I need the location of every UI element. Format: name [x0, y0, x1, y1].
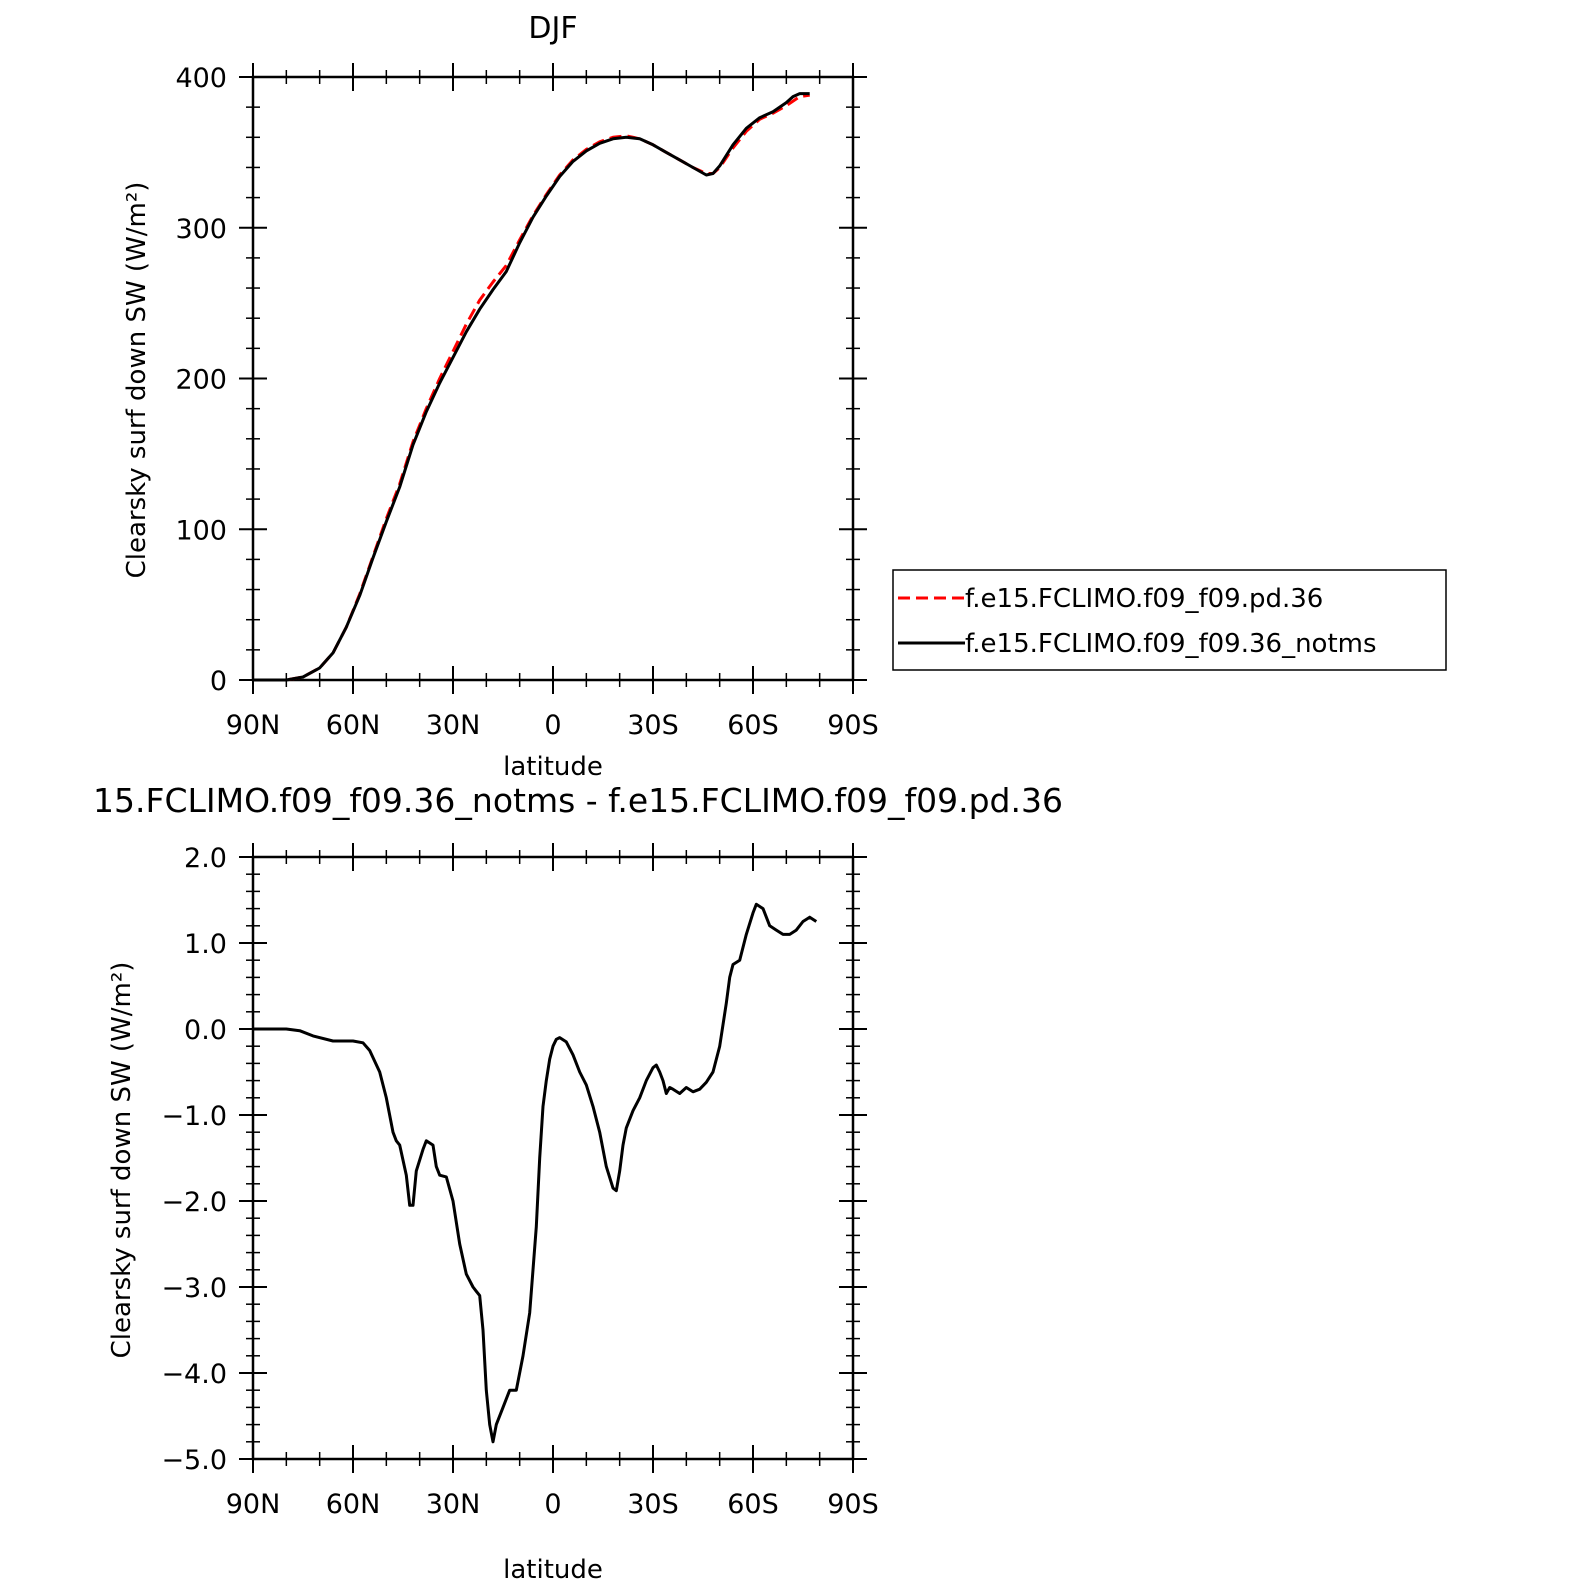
x-tick-label: 90S	[827, 1489, 879, 1520]
chart-title-bottom: 15.FCLIMO.f09_f09.36_notms - f.e15.FCLIM…	[93, 781, 1063, 820]
plot-area-bottom: 90N 60N 30N 0 30S 60S 90S 2.0 1.0 0.0 −1.0 −2.0 −3.0…	[161, 843, 879, 1520]
y-tick-label: 400	[175, 63, 227, 94]
x-tick-label: 30N	[426, 710, 481, 741]
legend: f.e15.FCLIMO.f09_f09.pd.36 f.e15.FCLIMO.…	[892, 569, 1447, 671]
y-tick-label: 2.0	[184, 843, 227, 874]
x-tick-label: 0	[544, 710, 561, 741]
x-tick-label: 0	[544, 1489, 561, 1520]
y-axis-label-bottom: Clearsky surf down SW (W/m²)	[107, 962, 137, 1359]
series-line-bottom-0	[253, 902, 818, 1444]
series-group-bottom	[253, 902, 818, 1444]
x-tick-label: 60N	[326, 1489, 381, 1520]
series-line-top-1	[253, 92, 810, 682]
y-tick-label: 0	[210, 666, 227, 697]
plot-area-top: 90N 60N 30N 0 30S 60S 90S 0 100 200 300 400	[175, 63, 879, 741]
x-tick-label: 90S	[827, 710, 879, 741]
series-group-top	[253, 92, 810, 682]
y-tick-label: 0.0	[184, 1015, 227, 1046]
x-tick-label: 60S	[727, 1489, 779, 1520]
y-tick-label: 300	[175, 214, 227, 245]
y-tick-label: 200	[175, 365, 227, 396]
x-tick-label: 90N	[226, 1489, 281, 1520]
x-tick-label: 30S	[627, 1489, 679, 1520]
y-tick-label: 100	[175, 515, 227, 546]
y-tick-label: −2.0	[161, 1187, 227, 1218]
series-line-top-0	[253, 93, 810, 682]
panel-top: DJF 90N 60N 30N 0 30S 60S 90S 0 100 200 300 400 lat…	[122, 11, 879, 782]
plot-frame-bottom	[251, 855, 855, 1461]
y-tick-label: −5.0	[161, 1445, 227, 1476]
x-tick-label: 60S	[727, 710, 779, 741]
x-tick-label: 60N	[326, 710, 381, 741]
x-tick-label: 30N	[426, 1489, 481, 1520]
x-axis-label-top: latitude	[503, 752, 603, 782]
legend-label-notms: f.e15.FCLIMO.f09_f09.36_notms	[965, 629, 1377, 659]
y-tick-label: −3.0	[161, 1273, 227, 1304]
y-tick-label: −4.0	[161, 1359, 227, 1390]
x-tick-label: 30S	[627, 710, 679, 741]
y-tick-label: 1.0	[184, 929, 227, 960]
legend-box	[892, 569, 1447, 671]
legend-label-pd: f.e15.FCLIMO.f09_f09.pd.36	[965, 584, 1323, 614]
plot-frame-top	[251, 75, 855, 682]
chart-title-top: DJF	[528, 11, 577, 46]
panel-bottom: 15.FCLIMO.f09_f09.36_notms - f.e15.FCLIM…	[93, 781, 1063, 1585]
x-tick-label: 90N	[226, 710, 281, 741]
y-axis-label-top: Clearsky surf down SW (W/m²)	[122, 182, 152, 579]
y-tick-label: −1.0	[161, 1101, 227, 1132]
x-axis-label-bottom: latitude	[503, 1555, 603, 1585]
